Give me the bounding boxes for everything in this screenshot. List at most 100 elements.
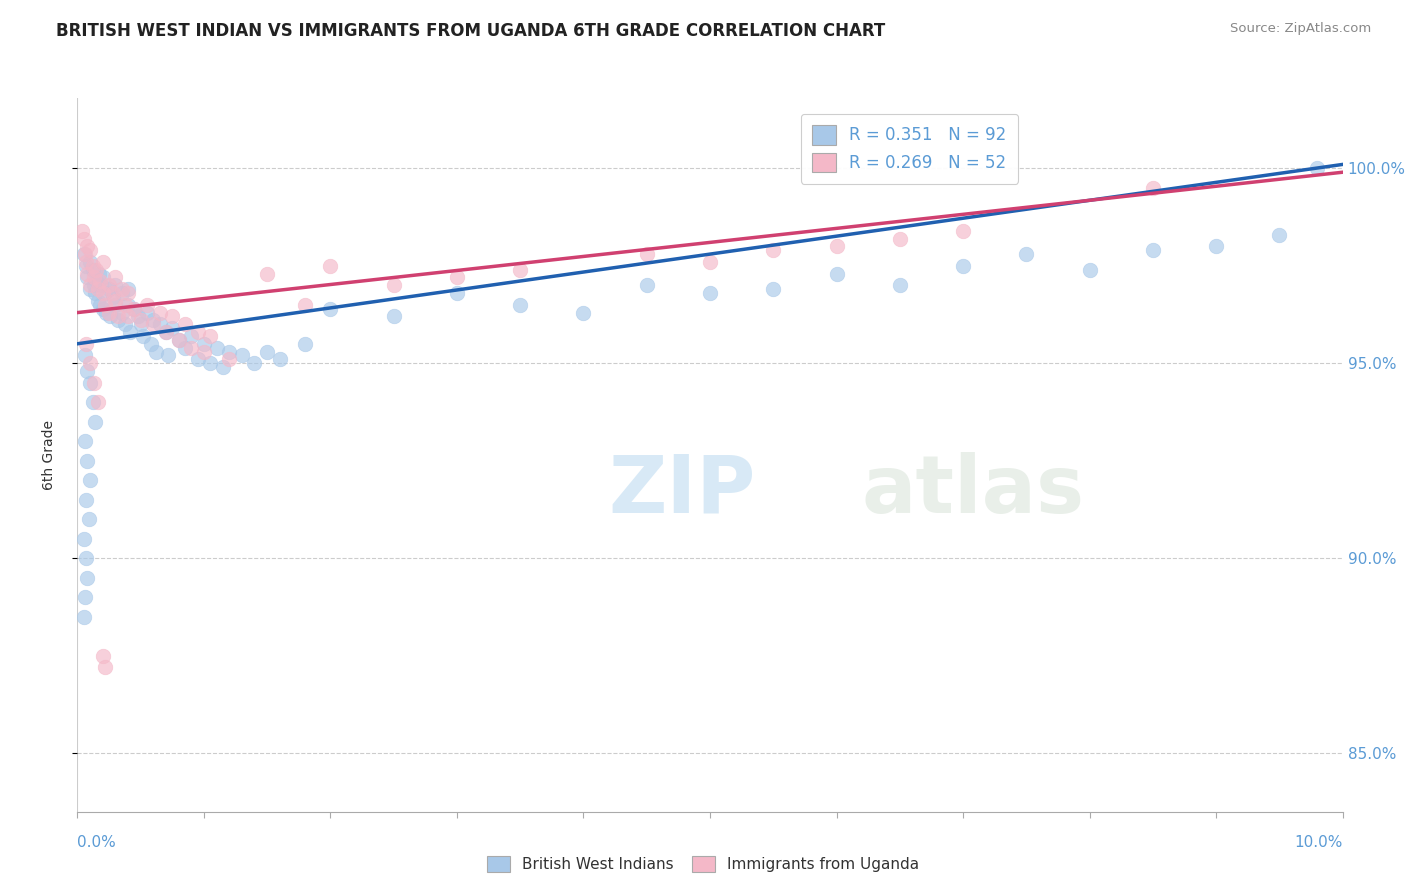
- Point: [509, 298, 531, 312]
- Point: [86, 395, 108, 409]
- Point: [825, 267, 848, 281]
- Point: [114, 298, 136, 312]
- Point: [129, 318, 152, 332]
- Point: [104, 298, 127, 312]
- Point: [762, 282, 785, 296]
- Y-axis label: 6th Grade: 6th Grade: [42, 420, 56, 490]
- Point: [79, 278, 101, 293]
- Point: [79, 356, 101, 370]
- Legend: British West Indians, Immigrants from Uganda: British West Indians, Immigrants from Ug…: [479, 848, 927, 880]
- Point: [72, 224, 94, 238]
- Point: [111, 282, 132, 296]
- Point: [446, 270, 468, 285]
- Text: 10.0%: 10.0%: [1295, 836, 1343, 850]
- Point: [636, 278, 658, 293]
- Text: Source: ZipAtlas.com: Source: ZipAtlas.com: [1230, 22, 1371, 36]
- Point: [73, 231, 96, 245]
- Point: [269, 352, 291, 367]
- Point: [117, 310, 139, 324]
- Point: [79, 243, 101, 257]
- Point: [174, 341, 197, 355]
- Point: [139, 336, 162, 351]
- Point: [73, 609, 96, 624]
- Point: [124, 301, 146, 316]
- Point: [94, 286, 117, 301]
- Point: [91, 270, 114, 285]
- Text: ZIP: ZIP: [609, 451, 756, 530]
- Point: [572, 305, 595, 319]
- Point: [101, 286, 124, 301]
- Point: [76, 270, 98, 285]
- Point: [79, 282, 101, 296]
- Point: [111, 305, 132, 319]
- Point: [114, 318, 136, 332]
- Point: [86, 274, 108, 288]
- Point: [256, 344, 278, 359]
- Point: [124, 301, 146, 316]
- Point: [762, 243, 785, 257]
- Point: [1306, 161, 1329, 176]
- Point: [79, 473, 101, 487]
- Point: [180, 329, 202, 343]
- Point: [76, 267, 98, 281]
- Point: [1142, 181, 1164, 195]
- Point: [1268, 227, 1291, 242]
- Legend: R = 0.351   N = 92, R = 0.269   N = 52: R = 0.351 N = 92, R = 0.269 N = 52: [801, 113, 1018, 184]
- Point: [73, 434, 96, 449]
- Point: [218, 352, 240, 367]
- Point: [699, 255, 721, 269]
- Point: [91, 255, 114, 269]
- Text: BRITISH WEST INDIAN VS IMMIGRANTS FROM UGANDA 6TH GRADE CORRELATION CHART: BRITISH WEST INDIAN VS IMMIGRANTS FROM U…: [56, 22, 886, 40]
- Point: [111, 286, 132, 301]
- Point: [87, 267, 110, 281]
- Point: [952, 224, 974, 238]
- Point: [86, 282, 108, 296]
- Point: [193, 344, 215, 359]
- Point: [155, 325, 177, 339]
- Point: [231, 349, 253, 363]
- Point: [193, 336, 215, 351]
- Point: [76, 571, 98, 585]
- Point: [162, 310, 183, 324]
- Point: [1078, 262, 1101, 277]
- Point: [79, 376, 101, 390]
- Point: [98, 282, 120, 296]
- Point: [94, 298, 117, 312]
- Point: [86, 293, 108, 308]
- Point: [180, 341, 202, 355]
- Point: [149, 305, 172, 319]
- Point: [382, 310, 405, 324]
- Point: [142, 313, 165, 327]
- Point: [91, 648, 114, 663]
- Point: [699, 286, 721, 301]
- Point: [98, 278, 120, 293]
- Point: [98, 310, 121, 324]
- Point: [83, 270, 105, 285]
- Point: [200, 329, 222, 343]
- Point: [75, 255, 97, 269]
- Point: [145, 344, 167, 359]
- Point: [79, 255, 101, 269]
- Point: [75, 492, 97, 507]
- Point: [132, 329, 155, 343]
- Point: [186, 352, 209, 367]
- Point: [83, 278, 105, 293]
- Point: [73, 349, 96, 363]
- Point: [75, 259, 97, 273]
- Point: [243, 356, 266, 370]
- Point: [256, 267, 278, 281]
- Point: [319, 259, 342, 273]
- Point: [117, 298, 139, 312]
- Point: [107, 310, 129, 324]
- Point: [889, 278, 911, 293]
- Point: [104, 278, 127, 293]
- Point: [136, 305, 159, 319]
- Point: [86, 262, 108, 277]
- Point: [76, 454, 98, 468]
- Point: [82, 262, 104, 277]
- Point: [129, 313, 152, 327]
- Point: [107, 313, 129, 327]
- Point: [94, 660, 117, 674]
- Point: [84, 286, 107, 301]
- Point: [162, 321, 183, 335]
